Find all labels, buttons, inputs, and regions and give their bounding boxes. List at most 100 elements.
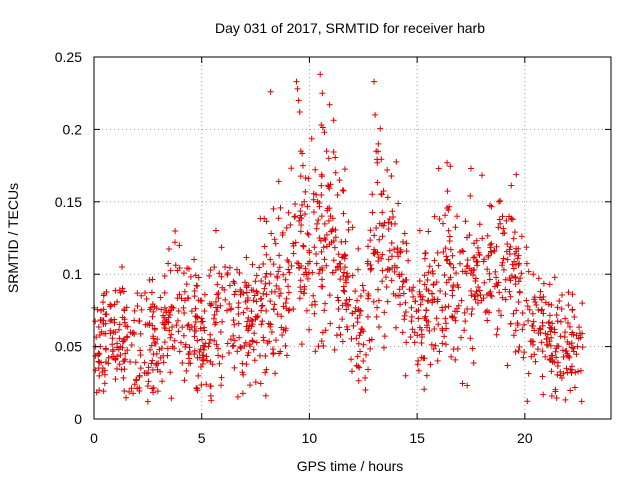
- data-point: [287, 222, 293, 228]
- data-point: [383, 274, 389, 280]
- data-point: [435, 321, 441, 327]
- data-point: [341, 188, 347, 194]
- data-point: [162, 290, 168, 296]
- data-point: [276, 178, 282, 184]
- data-point: [304, 230, 310, 236]
- data-point: [218, 382, 224, 388]
- data-point: [336, 325, 342, 331]
- data-point: [373, 225, 379, 231]
- data-point: [132, 308, 138, 314]
- data-point: [425, 277, 431, 283]
- data-point: [560, 347, 566, 353]
- data-point: [442, 291, 448, 297]
- data-point: [137, 318, 143, 324]
- data-point: [453, 318, 459, 324]
- y-tick-label: 0.25: [55, 49, 82, 65]
- data-point: [138, 331, 144, 337]
- data-point: [376, 237, 382, 243]
- data-point: [236, 300, 242, 306]
- data-point: [240, 310, 246, 316]
- data-point: [341, 211, 347, 217]
- data-point: [279, 332, 285, 338]
- data-point: [211, 264, 217, 270]
- data-point: [264, 271, 270, 277]
- data-point: [260, 303, 266, 309]
- data-point: [479, 172, 485, 178]
- data-point: [233, 288, 239, 294]
- data-point: [181, 377, 187, 383]
- data-point: [508, 321, 514, 327]
- data-point: [347, 297, 353, 303]
- data-point: [403, 339, 409, 345]
- data-point: [186, 360, 192, 366]
- data-point: [267, 298, 273, 304]
- data-point: [562, 329, 568, 335]
- data-point: [371, 299, 377, 305]
- data-point: [337, 276, 343, 282]
- data-point: [569, 340, 575, 346]
- data-point: [326, 218, 332, 224]
- data-point: [547, 312, 553, 318]
- data-point: [365, 366, 371, 372]
- data-point: [576, 324, 582, 330]
- data-point: [222, 264, 228, 270]
- data-point: [243, 254, 249, 260]
- data-point: [555, 304, 561, 310]
- data-point: [481, 280, 487, 286]
- data-point: [331, 117, 337, 123]
- data-point: [236, 321, 242, 327]
- outlier-point: [145, 399, 151, 405]
- data-point: [335, 297, 341, 303]
- data-point: [298, 277, 304, 283]
- data-point: [552, 274, 558, 280]
- data-point: [474, 262, 480, 268]
- data-point: [355, 267, 361, 273]
- data-point: [501, 230, 507, 236]
- data-point: [578, 368, 584, 374]
- data-point: [332, 347, 338, 353]
- data-point: [379, 278, 385, 284]
- data-point: [436, 263, 442, 269]
- data-point: [100, 299, 106, 305]
- data-point: [393, 159, 399, 165]
- outlier-point: [300, 163, 306, 169]
- data-point: [284, 225, 290, 231]
- data-point: [291, 251, 297, 257]
- x-tick-label: 0: [90, 430, 98, 446]
- data-point: [208, 393, 214, 399]
- data-point: [133, 377, 139, 383]
- data-point: [404, 248, 410, 254]
- data-point: [355, 246, 361, 252]
- data-point: [311, 311, 317, 317]
- data-point: [425, 298, 431, 304]
- data-point: [319, 338, 325, 344]
- y-tick-label: 0.1: [63, 266, 83, 282]
- data-point: [309, 136, 315, 142]
- data-point: [408, 305, 414, 311]
- data-point: [313, 251, 319, 257]
- data-point: [516, 348, 522, 354]
- data-point: [352, 288, 358, 294]
- data-point: [334, 332, 340, 338]
- data-point: [258, 321, 264, 327]
- data-point: [385, 220, 391, 226]
- y-tick-label: 0.05: [55, 339, 82, 355]
- data-point: [251, 330, 257, 336]
- data-point: [381, 309, 387, 315]
- data-point: [250, 262, 256, 268]
- data-point: [315, 217, 321, 223]
- data-point: [176, 242, 182, 248]
- data-point: [231, 343, 237, 349]
- data-point: [549, 368, 555, 374]
- data-point: [454, 213, 460, 219]
- data-point: [214, 291, 220, 297]
- data-point: [446, 228, 452, 234]
- data-point: [518, 270, 524, 276]
- data-point: [429, 291, 435, 297]
- x-tick-label: 5: [198, 430, 206, 446]
- data-point: [376, 324, 382, 330]
- data-point: [261, 337, 267, 343]
- data-point: [545, 342, 551, 348]
- data-point: [450, 253, 456, 259]
- outlier-point: [371, 79, 377, 85]
